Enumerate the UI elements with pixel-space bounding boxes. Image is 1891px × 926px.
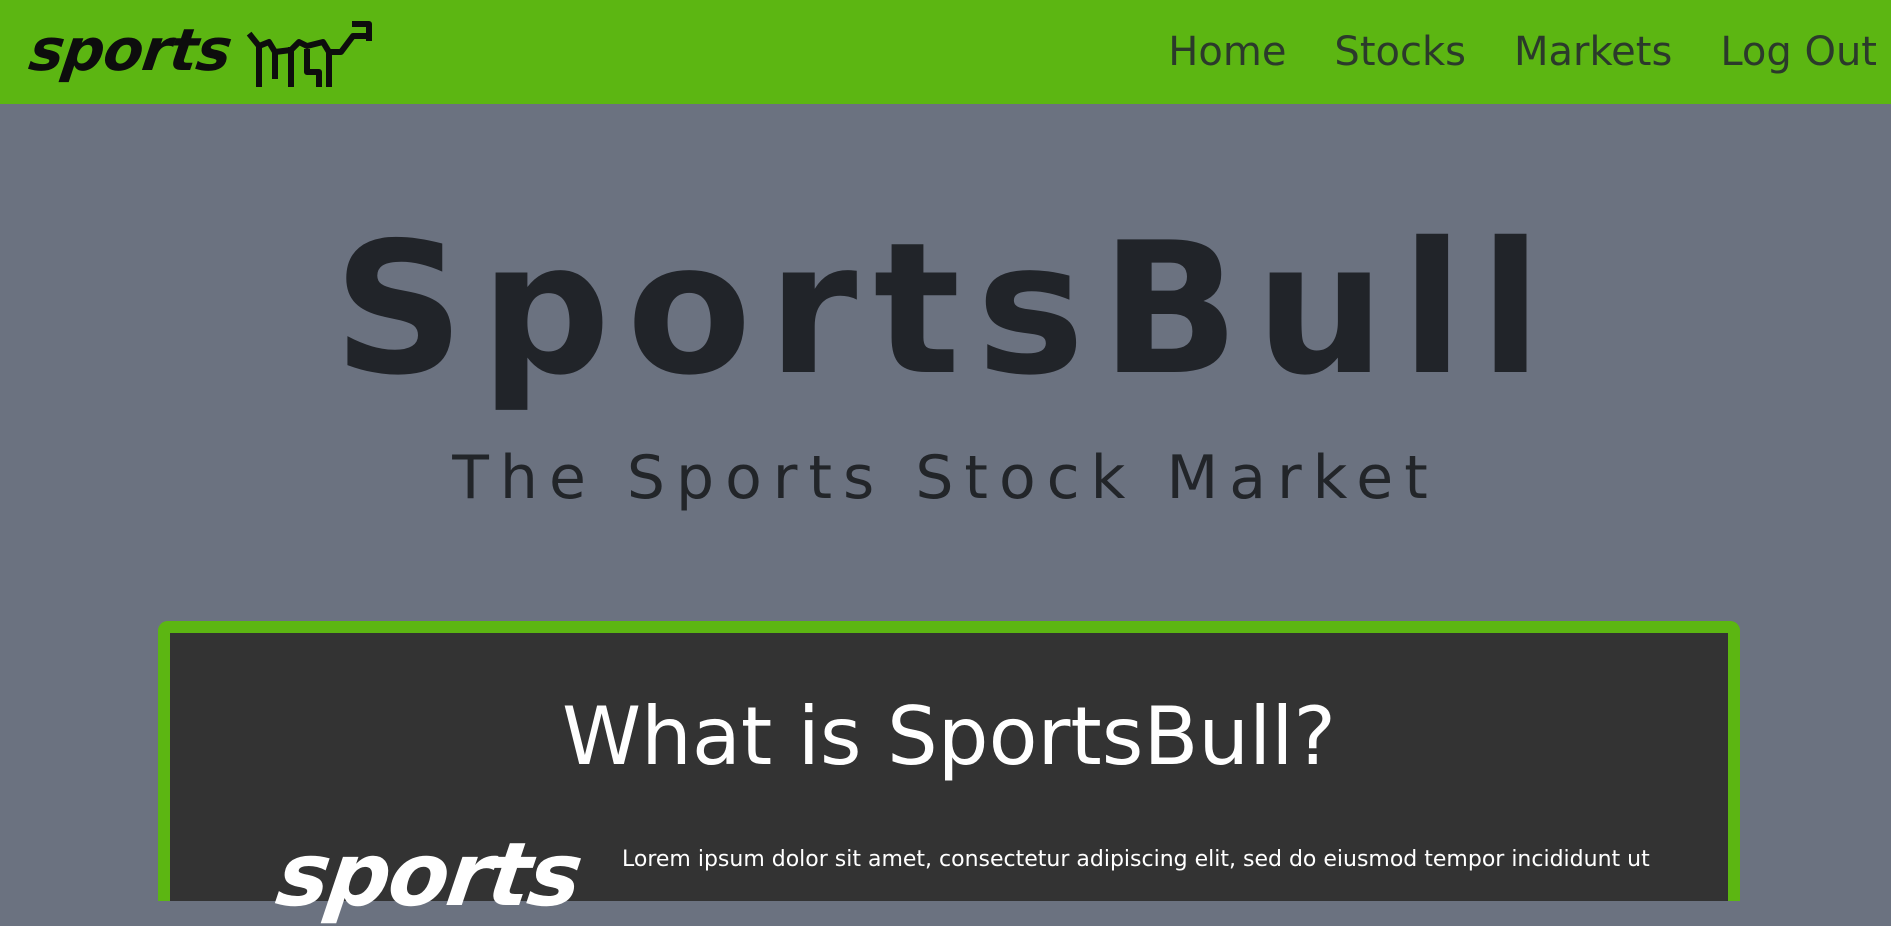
brand-logo[interactable]: sports: [25, 10, 410, 90]
bull-icon: [246, 21, 372, 87]
navbar: sports Home Stocks Markets Log Out: [0, 0, 1891, 104]
nav-markets-link[interactable]: Markets: [1513, 29, 1673, 75]
about-heading: What is SportsBull?: [562, 690, 1336, 783]
nav-links: Home Stocks Markets Log Out: [1120, 22, 1877, 82]
about-body-text: Lorem ipsum dolor sit amet, consectetur …: [622, 847, 1650, 872]
nav-stocks-link[interactable]: Stocks: [1334, 29, 1466, 75]
about-logo: sports: [270, 823, 587, 926]
brand-wordmark: sports: [25, 16, 236, 84]
hero-title: SportsBull: [333, 203, 1558, 415]
nav-logout-link[interactable]: Log Out: [1720, 29, 1877, 75]
about-card: What is SportsBull? sports Lorem ipsum d…: [158, 621, 1740, 926]
nav-home-link[interactable]: Home: [1168, 29, 1287, 75]
hero-subtitle: The Sports Stock Market: [452, 443, 1439, 513]
